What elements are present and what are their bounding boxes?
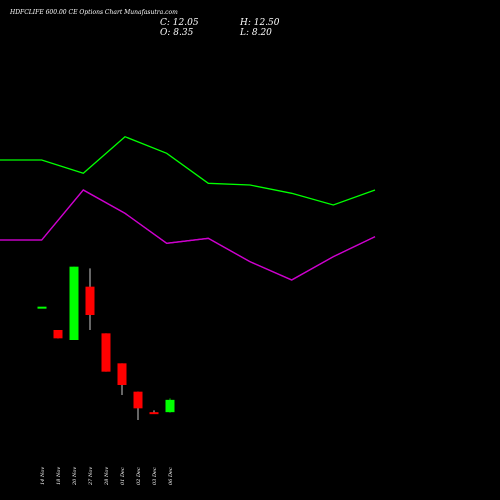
x-tick-label: 27 Nov [88,467,94,486]
candle-2 [53,330,63,339]
x-tick-label: 14 Nov [40,467,46,485]
candle-body [85,286,95,315]
x-tick-label: 20 Nov [72,467,78,486]
candle-9 [165,398,175,413]
candle-3 [69,266,79,340]
close-value: C: 12.05 [160,18,199,28]
candles [37,266,175,420]
indicator-line-3 [0,189,376,281]
candle-8 [149,410,159,415]
candle-1 [37,306,47,309]
x-tick-label: 28 Nov [104,467,110,486]
candle-body [149,412,159,415]
candle-4 [85,268,95,330]
candle-body [53,330,63,339]
candle-7 [133,391,143,420]
open-value: O: 8.35 [160,28,194,38]
chart-title: HDFCLIFE 600.00 CE Options Chart Munafas… [10,9,178,16]
high-value: H: 12.50 [240,18,280,28]
candle-6 [117,363,127,395]
candle-body [133,391,143,409]
candle-5 [101,333,111,372]
x-tick-label: 18 Nov [56,467,62,485]
candle-body [101,333,111,372]
candle-body [165,399,175,413]
x-tick-label: 03 Dec [152,467,158,485]
indicator-line-1 [0,135,376,206]
indicator-lines [0,135,376,281]
candle-body [37,306,47,309]
x-tick-label: 01 Dec [120,467,126,485]
x-axis-ticks: 14 Nov 18 Nov 20 Nov 27 Nov 28 Nov 01 Dec 02 D… [40,467,174,486]
candle-body [69,266,79,340]
x-tick-label: 06 Dec [168,467,174,485]
low-value: L: 8.20 [240,28,272,38]
x-tick-label: 02 Dec [136,467,142,485]
indicator-line-2 [0,189,376,281]
candle-body [117,363,127,385]
